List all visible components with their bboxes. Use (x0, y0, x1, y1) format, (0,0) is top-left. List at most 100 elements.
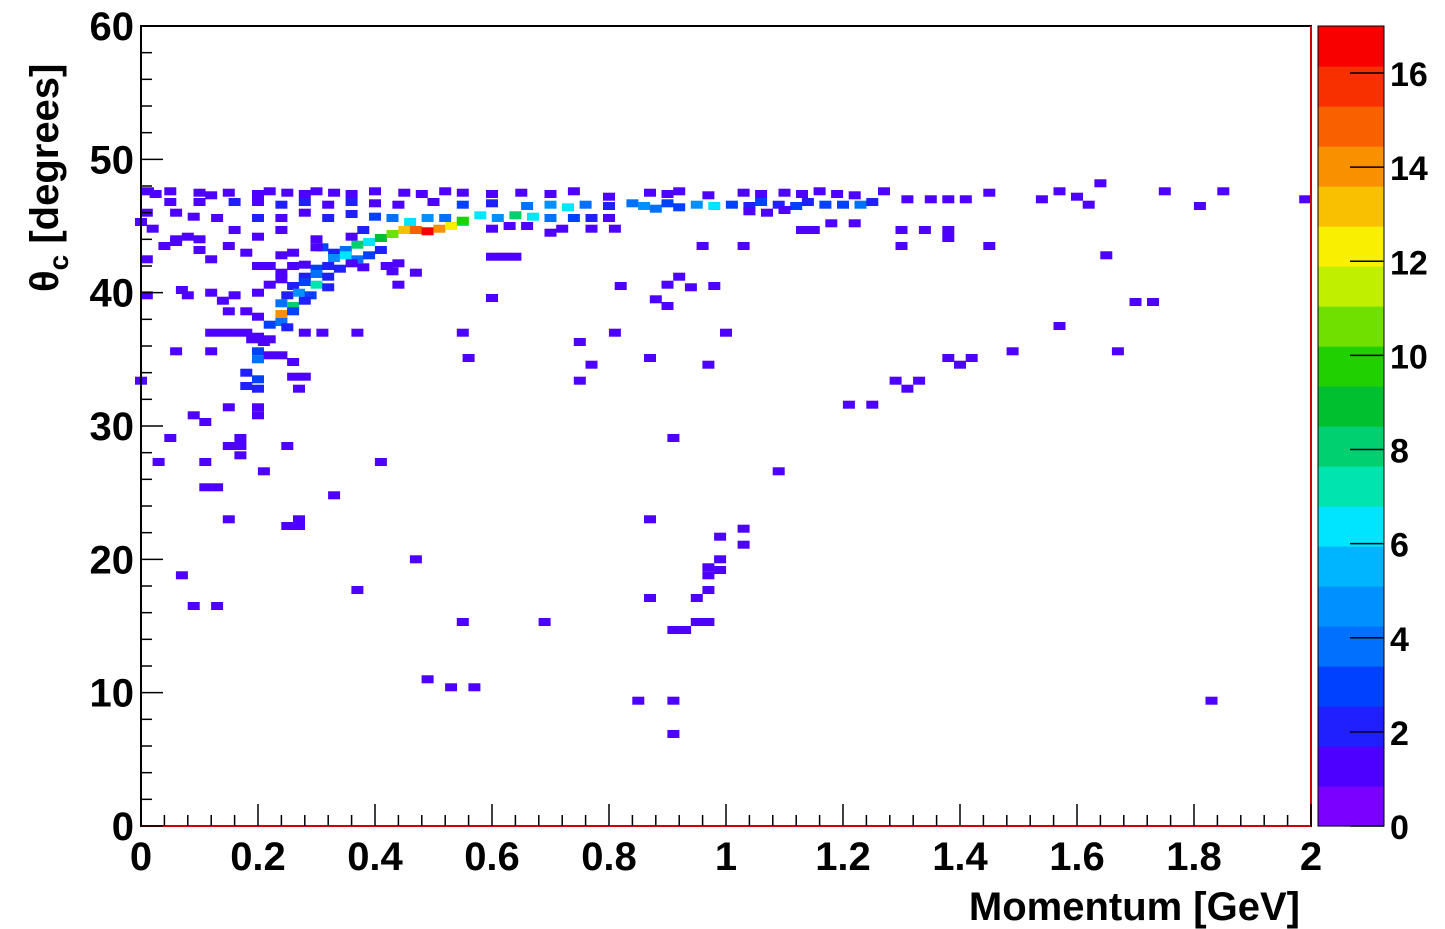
heatmap-cell (427, 198, 440, 206)
heatmap-cell (807, 226, 820, 234)
heatmap-cell (1053, 187, 1066, 196)
heatmap-cell (661, 302, 674, 310)
heatmap-cell (743, 202, 756, 210)
heatmap-cell (257, 467, 270, 476)
heatmap-cell (333, 264, 346, 273)
heatmap-cell (954, 360, 966, 369)
heatmap-cell (439, 214, 452, 222)
heatmap-cell (328, 491, 341, 500)
heatmap-cell (603, 214, 615, 222)
heatmap-cell (743, 207, 756, 216)
heatmap-cell (228, 291, 241, 300)
x-tick-label: 0 (130, 835, 152, 879)
heatmap-cell (556, 224, 569, 233)
heatmap-cell (222, 403, 235, 412)
heatmap-cell (445, 683, 458, 692)
heatmap-cell (287, 307, 300, 316)
heatmap-cell (848, 191, 861, 200)
heatmap-cell (772, 467, 785, 476)
heatmap-cell (614, 282, 627, 290)
heatmap-cell (275, 299, 288, 308)
heatmap-cell (287, 262, 300, 270)
heatmap-cell (825, 219, 838, 228)
heatmap-cell (456, 328, 469, 337)
x-axis-title: Momentum [GeV] (969, 885, 1300, 929)
heatmap-cell (187, 602, 200, 610)
heatmap-cell (304, 291, 317, 300)
heatmap-cell (298, 328, 311, 337)
heatmap-cell (263, 187, 276, 196)
heatmap-cell (211, 483, 224, 492)
heatmap-cell (608, 224, 621, 233)
heatmap-cell (684, 283, 697, 292)
heatmap-cell (878, 187, 890, 196)
heatmap-cell (702, 563, 715, 572)
heatmap-cell (310, 187, 323, 196)
heatmap-cell (644, 594, 656, 602)
heatmap-cell (310, 235, 323, 244)
heatmap-cell (673, 203, 686, 212)
color-scale-tick-label: 0 (1390, 809, 1409, 847)
heatmap-cell (216, 296, 229, 305)
heatmap-cell (585, 360, 598, 369)
heatmap-cell (398, 188, 411, 197)
heatmap-cell (140, 291, 153, 300)
heatmap-cell (211, 214, 224, 222)
heatmap-cell (439, 187, 452, 196)
heatmap-cell (193, 198, 206, 206)
heatmap-cell (275, 318, 288, 326)
y-axis-title-subscript: c (43, 255, 74, 271)
heatmap-cell (573, 376, 586, 385)
heatmap-cell (725, 200, 738, 209)
heatmap-cell (608, 328, 621, 337)
heatmap-cell (142, 187, 154, 196)
heatmap-cell (281, 442, 294, 450)
heatmap-cell (702, 571, 715, 580)
color-scale-segment (1318, 506, 1384, 547)
heatmap-cell (392, 280, 405, 289)
heatmap-cell (415, 190, 428, 198)
y-tick-label: 30 (90, 405, 135, 449)
heatmap-cell (287, 358, 300, 366)
heatmap-cell (339, 251, 352, 260)
heatmap-cell (298, 272, 311, 281)
heatmap-cell (778, 188, 791, 197)
color-scale-ticks: 0 2 4 6 8 10 12 14 16 (1350, 56, 1428, 847)
x-tick-label: 1 (715, 835, 737, 879)
heatmap-cell (293, 515, 305, 524)
heatmap-cell (679, 626, 692, 634)
heatmap-cell (322, 283, 335, 292)
heatmap-cell (486, 190, 498, 198)
color-scale-tick-label: 6 (1390, 527, 1409, 565)
heatmap-cell (252, 262, 264, 270)
heatmap-cell (913, 376, 926, 385)
color-scale-tick-label: 4 (1390, 621, 1409, 659)
color-scale-segment (1318, 66, 1384, 107)
heatmap-cell (714, 555, 727, 564)
heatmap-cell (755, 190, 768, 198)
heatmap-cell (708, 282, 721, 290)
heatmap-cell (369, 187, 381, 196)
heatmap-cell (421, 227, 434, 236)
heatmap-cell (1094, 179, 1107, 188)
heatmap-cell (831, 190, 844, 198)
heatmap-cell (357, 263, 370, 272)
color-scale-segment (1318, 106, 1384, 147)
heatmap-cell (170, 347, 183, 356)
heatmap-cell (801, 198, 814, 206)
x-tick-label: 1.8 (1166, 835, 1222, 879)
heatmap-cell (275, 275, 288, 284)
heatmap-cell (942, 226, 955, 234)
heatmap-cell (357, 226, 370, 234)
color-scale-segment (1318, 546, 1384, 587)
heatmap-cell (796, 226, 808, 234)
color-scale-segment (1318, 746, 1384, 787)
heatmap-cell (965, 354, 978, 362)
heatmap-cell (281, 291, 294, 300)
heatmap-cell (351, 240, 364, 249)
heatmap-cell (644, 515, 656, 524)
heatmap-cell (252, 288, 264, 297)
x-tick-label: 1.6 (1049, 835, 1105, 879)
y-axis-title: θc [degrees] (23, 64, 74, 292)
heatmap-cell (761, 208, 773, 217)
